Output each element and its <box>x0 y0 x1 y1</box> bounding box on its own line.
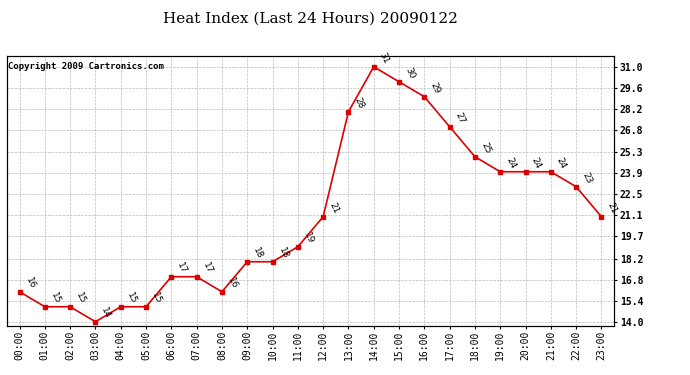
Text: 31: 31 <box>378 51 391 65</box>
Text: 16: 16 <box>226 276 239 290</box>
Text: 24: 24 <box>555 156 568 170</box>
Text: 15: 15 <box>49 291 62 305</box>
Text: Heat Index (Last 24 Hours) 20090122: Heat Index (Last 24 Hours) 20090122 <box>163 11 458 25</box>
Text: 14: 14 <box>99 306 112 320</box>
Text: 24: 24 <box>530 156 542 170</box>
Text: 30: 30 <box>403 66 416 80</box>
Text: Copyright 2009 Cartronics.com: Copyright 2009 Cartronics.com <box>8 62 164 70</box>
Text: 15: 15 <box>125 291 138 305</box>
Text: 17: 17 <box>175 261 188 275</box>
Text: 15: 15 <box>150 291 164 305</box>
Text: 21: 21 <box>327 201 340 215</box>
Text: 16: 16 <box>23 276 37 290</box>
Text: 28: 28 <box>353 96 366 110</box>
Text: 25: 25 <box>479 141 492 155</box>
Text: 19: 19 <box>302 231 315 245</box>
Text: 29: 29 <box>428 81 442 95</box>
Text: 15: 15 <box>75 291 88 305</box>
Text: 17: 17 <box>201 261 214 275</box>
Text: 27: 27 <box>454 111 466 125</box>
Text: 18: 18 <box>251 246 264 260</box>
Text: 23: 23 <box>580 171 593 185</box>
Text: 24: 24 <box>504 156 518 170</box>
Text: 21: 21 <box>606 201 618 215</box>
Text: 18: 18 <box>277 246 290 260</box>
